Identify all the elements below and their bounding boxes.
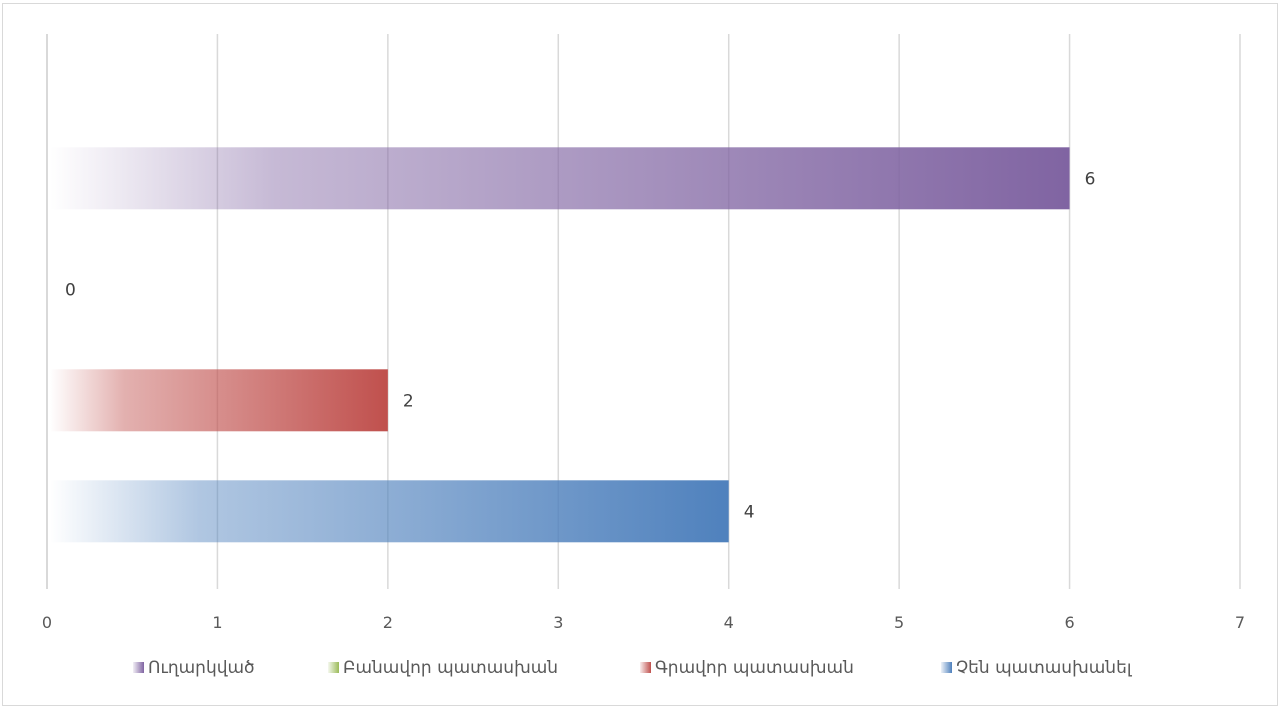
legend-swatch <box>941 662 952 673</box>
bar-chart: 6 0 2 4 0 1 2 3 4 5 6 7 Ուղարկված Բանավոր պատասխան Գ… <box>42 34 1245 678</box>
legend-swatch <box>640 662 651 673</box>
gridlines <box>46 34 1241 589</box>
bars <box>50 147 1070 543</box>
legend-label: Գրավոր պատասխան <box>655 658 854 678</box>
x-axis-tick-labels: 0 1 2 3 4 5 6 7 <box>42 613 1245 632</box>
bar-4 <box>50 480 729 543</box>
x-tick-label: 2 <box>383 613 393 632</box>
data-label: 4 <box>744 502 755 522</box>
chart-frame: 6 0 2 4 0 1 2 3 4 5 6 7 Ուղարկված Բանավոր պատասխան Գ… <box>2 3 1278 706</box>
x-tick-label: 7 <box>1235 613 1245 632</box>
legend-swatch <box>133 662 144 673</box>
bar-1 <box>50 147 1070 210</box>
legend-label: Բանավոր պատասխան <box>343 658 558 678</box>
data-labels: 6 0 2 4 <box>65 169 1095 522</box>
legend-label: Ուղարկված <box>148 658 255 678</box>
x-tick-label: 6 <box>1064 613 1074 632</box>
data-label: 2 <box>403 391 414 411</box>
data-label: 0 <box>65 280 76 300</box>
data-label: 6 <box>1085 169 1096 189</box>
x-tick-label: 1 <box>212 613 222 632</box>
legend: Ուղարկված Բանավոր պատասխան Գրավոր պատասխան… <box>133 658 1133 678</box>
x-tick-label: 4 <box>724 613 734 632</box>
x-tick-label: 0 <box>42 613 52 632</box>
legend-label: Չեն պատասխանել <box>956 658 1133 678</box>
x-tick-label: 5 <box>894 613 904 632</box>
bar-3 <box>50 369 388 432</box>
legend-swatch <box>328 662 339 673</box>
x-tick-label: 3 <box>553 613 563 632</box>
